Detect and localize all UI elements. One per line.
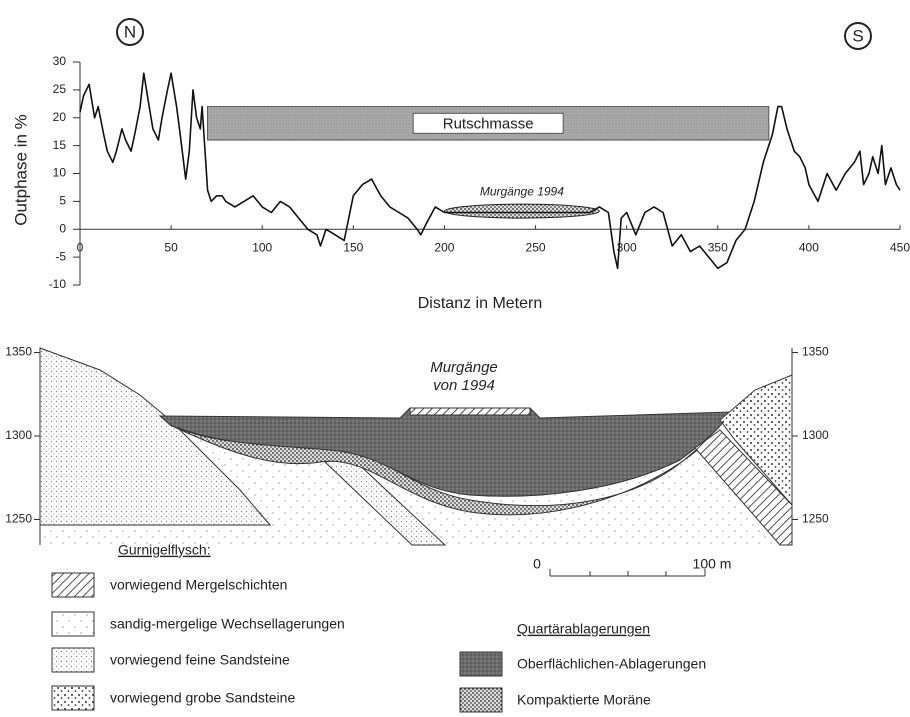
x-tick-label: 400 bbox=[799, 240, 819, 254]
elevation-label: 1300 bbox=[5, 428, 32, 442]
legend-label: vorwiegend Mergelschichten bbox=[110, 577, 287, 593]
compass-circle bbox=[116, 18, 144, 46]
x-tick-label: 0 bbox=[77, 240, 84, 254]
y-tick-label: 15 bbox=[53, 138, 67, 152]
compass-label: N bbox=[124, 22, 136, 41]
legend-label: Kompaktierte Moräne bbox=[517, 692, 651, 708]
compass-label: S bbox=[852, 26, 863, 45]
x-tick-label: 450 bbox=[890, 240, 910, 254]
legend-swatch bbox=[51, 572, 95, 598]
legend-swatch bbox=[459, 651, 503, 677]
y-tick-label: -10 bbox=[49, 277, 67, 291]
elevation-label: 1350 bbox=[5, 345, 32, 359]
legend-title: Quartärablagerungen bbox=[517, 621, 650, 637]
legend-swatch bbox=[51, 647, 95, 673]
y-axis-label: Outphase in % bbox=[11, 114, 30, 226]
elevation-label: 1250 bbox=[802, 512, 829, 526]
x-tick-label: 300 bbox=[617, 240, 637, 254]
scale-label: 100 m bbox=[693, 556, 732, 572]
y-tick-label: 5 bbox=[59, 194, 66, 208]
annotation: von 1994 bbox=[433, 377, 495, 394]
y-tick-label: -5 bbox=[55, 249, 66, 263]
legend-label: Oberflächlichen-Ablagerungen bbox=[517, 656, 706, 672]
elevation-label: 1350 bbox=[802, 345, 829, 359]
legend-swatch bbox=[459, 687, 503, 713]
x-tick-label: 200 bbox=[434, 240, 454, 254]
y-tick-label: 20 bbox=[53, 110, 67, 124]
legend-label: vorwiegend feine Sandsteine bbox=[110, 652, 290, 668]
layer-fine-sandstone bbox=[39, 347, 272, 526]
legend-swatch bbox=[51, 611, 95, 637]
legend-title: Gurnigelflysch: bbox=[118, 542, 211, 558]
legend-label: sandig-mergelige Wechsellagerungen bbox=[110, 616, 345, 632]
debris-flow-deposit bbox=[409, 407, 531, 416]
legend: Gurnigelflysch: vorwiegend Mergelschicht… bbox=[51, 542, 706, 713]
x-tick-label: 150 bbox=[343, 240, 363, 254]
legend-label: vorwiegend grobe Sandsteine bbox=[110, 690, 295, 706]
x-tick-label: 50 bbox=[164, 240, 178, 254]
data-line bbox=[79, 72, 901, 270]
y-tick-label: 25 bbox=[53, 82, 67, 96]
x-tick-label: 100 bbox=[252, 240, 272, 254]
landslide-label: Rutschmasse bbox=[443, 115, 534, 132]
y-tick-label: 10 bbox=[53, 166, 67, 180]
debris-flow-mark bbox=[443, 203, 600, 219]
landslide-label-box bbox=[412, 112, 564, 134]
layer-surface-deposits bbox=[158, 407, 731, 497]
annotation: Murgänge bbox=[430, 359, 498, 376]
debris-flow-label: Murgänge 1994 bbox=[480, 184, 564, 198]
elevation-label: 1250 bbox=[5, 512, 32, 526]
cross-section: Murgänge von 1994 0 100 m bbox=[39, 347, 793, 577]
elevation-label: 1300 bbox=[802, 428, 829, 442]
x-tick-label: 350 bbox=[708, 240, 728, 254]
scale-label: 0 bbox=[533, 556, 541, 572]
legend-swatch bbox=[51, 685, 95, 711]
x-axis-label: Distanz in Metern bbox=[418, 295, 543, 312]
y-tick-label: 0 bbox=[59, 221, 66, 235]
compass-circle bbox=[844, 22, 872, 50]
x-tick-label: 250 bbox=[526, 240, 546, 254]
y-tick-label: 30 bbox=[53, 54, 67, 68]
